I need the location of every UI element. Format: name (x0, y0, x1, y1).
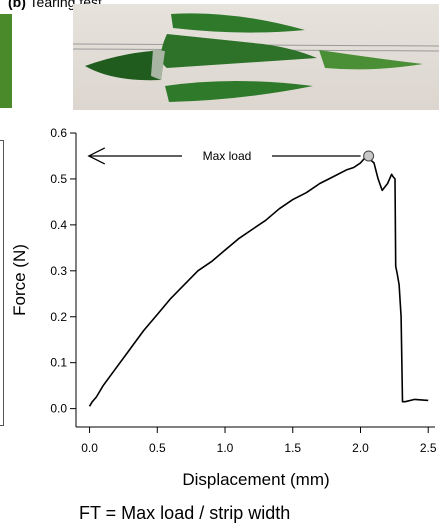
y-tick-label: 0.3 (50, 264, 67, 278)
force-curve-line (88, 155, 429, 407)
leaf-strip-bottom (165, 81, 313, 102)
leaf-strip-middle (161, 34, 317, 68)
x-axis-label: Displacement (mm) (182, 470, 329, 489)
left-bracket (0, 140, 4, 426)
panel-title: (b) Tearing test (8, 0, 102, 10)
y-tick-label: 0.1 (50, 356, 67, 370)
y-axis-label: Force (N) (10, 244, 29, 316)
x-tick-label: 0.0 (81, 441, 98, 455)
x-tick-label: 1.5 (284, 441, 301, 455)
leaf-strip-top (171, 13, 305, 33)
leaf-strip-right (319, 50, 423, 70)
y-tick-label: 0.2 (50, 310, 67, 324)
green-side-bar (0, 14, 12, 108)
formula-text: FT = Max load / strip width (79, 503, 291, 523)
y-tick-label: 0.5 (50, 172, 67, 186)
force-displacement-chart: 0.0 0.1 0.2 0.3 0.4 0.5 0.6 0.0 0.5 1.0 1.5 2.0 2.5 D… (10, 126, 437, 489)
x-tick-label: 1.0 (217, 441, 234, 455)
panel-title-text: Tearing test (29, 0, 102, 10)
max-load-arrowhead (87, 147, 106, 165)
y-tick-label: 0.0 (50, 402, 67, 416)
x-tick-label: 0.5 (149, 441, 166, 455)
leaf-strips-photo (72, 4, 440, 110)
max-load-label: Max load (203, 149, 252, 163)
leaf-cut-edge (151, 49, 165, 80)
panel-letter: (b) (8, 0, 26, 10)
leaf-strip-left (85, 50, 165, 81)
leaf-strips-icon (72, 13, 440, 102)
x-tick-label: 2.0 (352, 441, 369, 455)
max-load-point (363, 150, 375, 162)
y-tick-label: 0.6 (50, 126, 67, 140)
y-tick-label: 0.4 (50, 218, 67, 232)
x-tick-label: 2.5 (420, 441, 437, 455)
